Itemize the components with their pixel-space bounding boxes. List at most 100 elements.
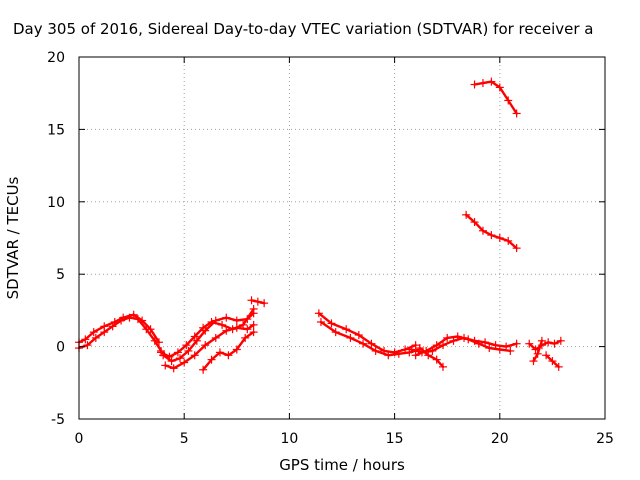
- chart-title: Day 305 of 2016, Sidereal Day-to-day VTE…: [13, 20, 594, 38]
- series-line: [414, 335, 512, 357]
- series-2: [75, 313, 166, 355]
- data-point: [243, 325, 252, 334]
- data-point: [438, 362, 447, 371]
- data-point: [211, 333, 220, 342]
- data-point: [544, 338, 553, 347]
- plot-frame: [78, 56, 606, 420]
- data-series: [75, 77, 565, 374]
- data-point: [487, 77, 496, 86]
- data-point: [371, 346, 380, 355]
- data-point: [207, 355, 216, 364]
- data-point: [184, 346, 193, 355]
- data-point: [314, 309, 323, 318]
- data-point: [495, 83, 504, 92]
- data-point: [529, 357, 538, 366]
- data-point: [464, 335, 473, 344]
- data-point: [125, 313, 134, 322]
- series-6: [199, 328, 258, 374]
- data-point: [117, 316, 126, 325]
- data-point: [100, 328, 109, 337]
- data-point: [133, 315, 142, 324]
- x-axis-label: GPS time / hours: [279, 456, 405, 474]
- data-point: [394, 349, 403, 358]
- data-point: [384, 351, 393, 360]
- data-point: [432, 341, 441, 350]
- series-4: [161, 320, 258, 373]
- y-tick-label: 10: [47, 195, 65, 211]
- data-point: [462, 210, 471, 219]
- data-point: [556, 336, 565, 345]
- data-point: [81, 335, 90, 344]
- y-tick-label: 15: [47, 122, 65, 138]
- data-point: [249, 328, 258, 337]
- data-point: [190, 332, 199, 341]
- data-point: [89, 328, 98, 337]
- data-point: [432, 355, 441, 364]
- data-point: [142, 325, 151, 334]
- data-point: [182, 341, 191, 350]
- x-tick-label: 25: [596, 431, 614, 447]
- data-point: [542, 351, 551, 360]
- data-point: [201, 341, 210, 350]
- data-point: [167, 357, 176, 366]
- data-point: [453, 332, 462, 341]
- data-point: [241, 333, 250, 342]
- series-14: [470, 77, 521, 118]
- data-point: [411, 351, 420, 360]
- data-point: [342, 325, 351, 334]
- data-point: [327, 319, 336, 328]
- data-point: [550, 339, 559, 348]
- data-point: [354, 331, 363, 340]
- data-point: [504, 96, 513, 105]
- x-tick-label: 15: [386, 431, 404, 447]
- data-point: [367, 339, 376, 348]
- data-point: [249, 320, 258, 329]
- series-17: [529, 336, 546, 366]
- data-point: [232, 345, 241, 354]
- data-point: [470, 218, 479, 227]
- data-point: [359, 339, 368, 348]
- x-tick-label: 20: [491, 431, 509, 447]
- data-point: [346, 333, 355, 342]
- series-16: [542, 351, 563, 371]
- data-point: [495, 234, 504, 242]
- data-point: [316, 317, 325, 326]
- data-point: [192, 336, 201, 345]
- y-tick-labels: -5 0 5 10 15 20: [47, 50, 65, 428]
- data-point: [331, 328, 340, 337]
- data-point: [249, 304, 258, 313]
- data-point: [512, 109, 521, 118]
- data-point: [199, 365, 208, 374]
- axis-ticks: [78, 56, 606, 420]
- data-point: [218, 320, 227, 329]
- data-point: [173, 348, 182, 357]
- data-point: [411, 341, 420, 350]
- data-point: [533, 349, 542, 358]
- series-1: [75, 310, 163, 347]
- y-tick-label: 0: [56, 340, 65, 356]
- series-8: [314, 309, 420, 357]
- data-point: [485, 344, 494, 353]
- data-point: [91, 333, 100, 342]
- data-point: [495, 345, 504, 354]
- series-line: [164, 323, 255, 370]
- data-point: [169, 364, 178, 373]
- data-point: [165, 352, 174, 361]
- data-point: [537, 336, 546, 345]
- data-point: [150, 336, 159, 345]
- data-point: [215, 348, 224, 357]
- data-point: [415, 344, 424, 353]
- data-point: [228, 325, 237, 334]
- x-tick-label: 10: [280, 431, 298, 447]
- data-point: [108, 322, 117, 331]
- data-point: [83, 341, 92, 350]
- data-point: [487, 231, 496, 240]
- x-tick-labels: 0 5 10 15 20 25: [75, 431, 614, 447]
- data-point: [199, 323, 208, 332]
- data-point: [157, 348, 166, 357]
- data-point: [161, 361, 170, 370]
- series-15: [525, 336, 565, 354]
- series-5: [157, 304, 258, 361]
- y-tick-label: 5: [56, 267, 65, 283]
